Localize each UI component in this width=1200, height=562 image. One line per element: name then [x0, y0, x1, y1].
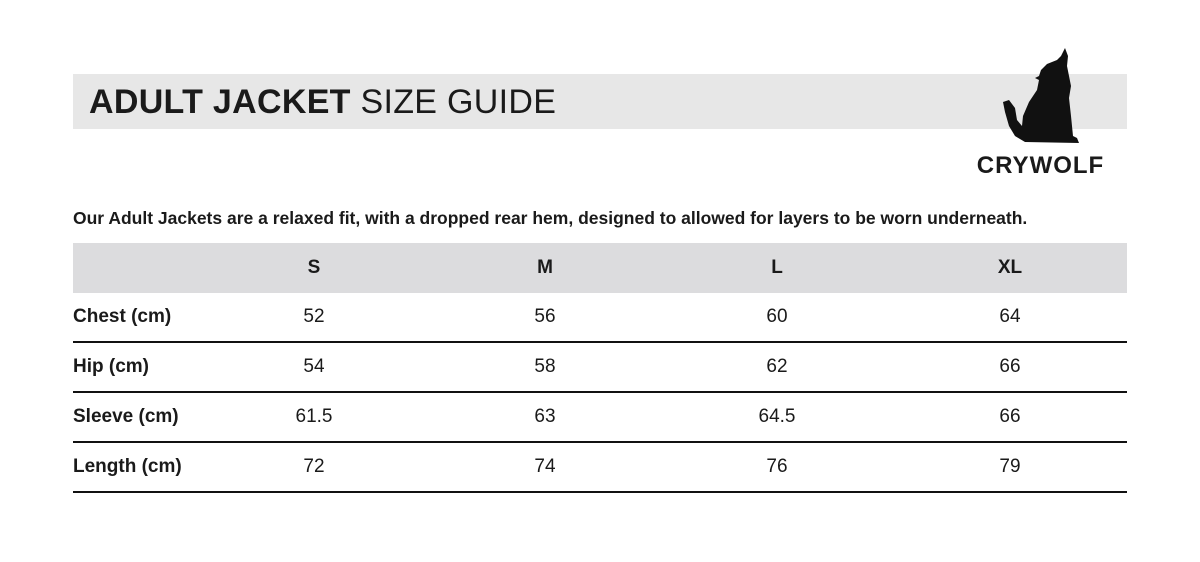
table-cell: 64.5 — [758, 406, 796, 427]
title-bold: ADULT JACKET — [89, 83, 351, 121]
howling-wolf-icon — [1003, 48, 1079, 143]
table-cell: 60 — [766, 306, 788, 327]
table-cell: 72 — [303, 456, 325, 477]
table-cell: 54 — [303, 356, 325, 377]
row-label: Chest (cm) — [73, 306, 172, 327]
row-label: Length (cm) — [73, 456, 182, 477]
table-cell: 62 — [766, 356, 788, 377]
table-row: Hip (cm) 54 58 62 66 — [73, 343, 1127, 393]
brand-name: CRYWOLF — [976, 152, 1105, 179]
title-band — [73, 74, 1127, 129]
table-cell: 66 — [999, 406, 1021, 427]
column-header: M — [537, 257, 553, 278]
table-cell: 63 — [534, 406, 556, 427]
table-row: Chest (cm) 52 56 60 64 — [73, 293, 1127, 343]
table-cell: 76 — [766, 456, 788, 477]
column-header: XL — [997, 257, 1023, 278]
column-header: S — [307, 257, 321, 278]
table-row: Sleeve (cm) 61.5 63 64.5 66 — [73, 393, 1127, 443]
table-cell: 61.5 — [295, 406, 333, 427]
table-cell: 64 — [999, 306, 1021, 327]
row-label: Sleeve (cm) — [73, 406, 179, 427]
row-label: Hip (cm) — [73, 356, 149, 377]
intro-text: Our Adult Jackets are a relaxed fit, wit… — [73, 208, 1028, 228]
column-header: L — [771, 257, 783, 278]
table-cell: 56 — [534, 306, 556, 327]
table-cell: 66 — [999, 356, 1021, 377]
title-light: SIZE GUIDE — [360, 83, 557, 121]
table-cell: 79 — [999, 456, 1021, 477]
table-cell: 74 — [534, 456, 556, 477]
size-table: S M L XL Chest (cm) 52 56 60 64 Hip (cm)… — [73, 243, 1127, 493]
table-header-row: S M L XL — [73, 243, 1127, 293]
table-cell: 52 — [303, 306, 325, 327]
table-row: Length (cm) 72 74 76 79 — [73, 443, 1127, 493]
table-cell: 58 — [534, 356, 556, 377]
page-title: ADULT JACKET SIZE GUIDE — [89, 83, 556, 121]
